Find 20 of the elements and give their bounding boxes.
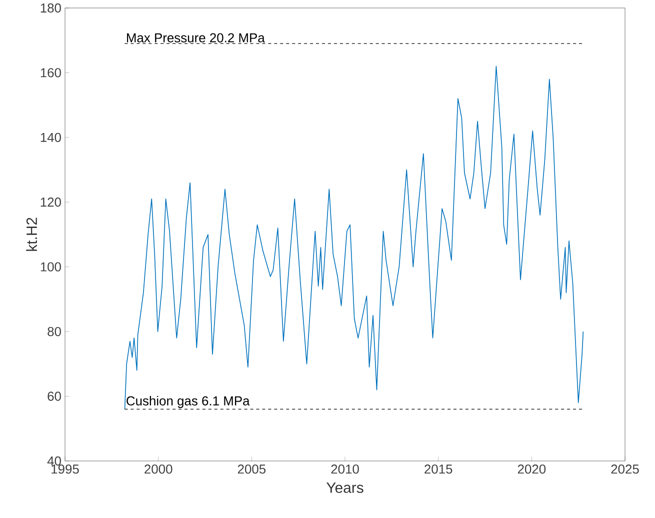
ref-line-label: Max Pressure 20.2 MPa xyxy=(127,33,265,42)
y-axis-title: kt.H2 xyxy=(26,218,38,251)
y-tick-label: 100 xyxy=(40,262,61,272)
x-tick-label: 2005 xyxy=(238,464,266,474)
line-series xyxy=(124,66,584,410)
x-tick-label: 2025 xyxy=(611,464,639,474)
y-tick-label: 180 xyxy=(40,3,61,13)
y-tick-label: 160 xyxy=(40,68,61,78)
x-tick-label: 2010 xyxy=(331,464,359,474)
x-tick-label: 2000 xyxy=(144,464,172,474)
y-tick-label: 80 xyxy=(48,326,61,336)
x-tick-label: 2015 xyxy=(424,464,452,474)
y-tick-label: 60 xyxy=(48,392,61,401)
x-tick-label: 2020 xyxy=(518,464,546,474)
x-tick-label: 1995 xyxy=(52,464,79,474)
y-tick-label: 120 xyxy=(40,198,61,207)
x-axis-title: Years xyxy=(326,482,364,493)
y-tick-label: 40 xyxy=(47,456,61,466)
ref-line-label: Cushion gas 6.1 MPa xyxy=(126,396,250,408)
y-tick-label: 140 xyxy=(40,132,61,142)
